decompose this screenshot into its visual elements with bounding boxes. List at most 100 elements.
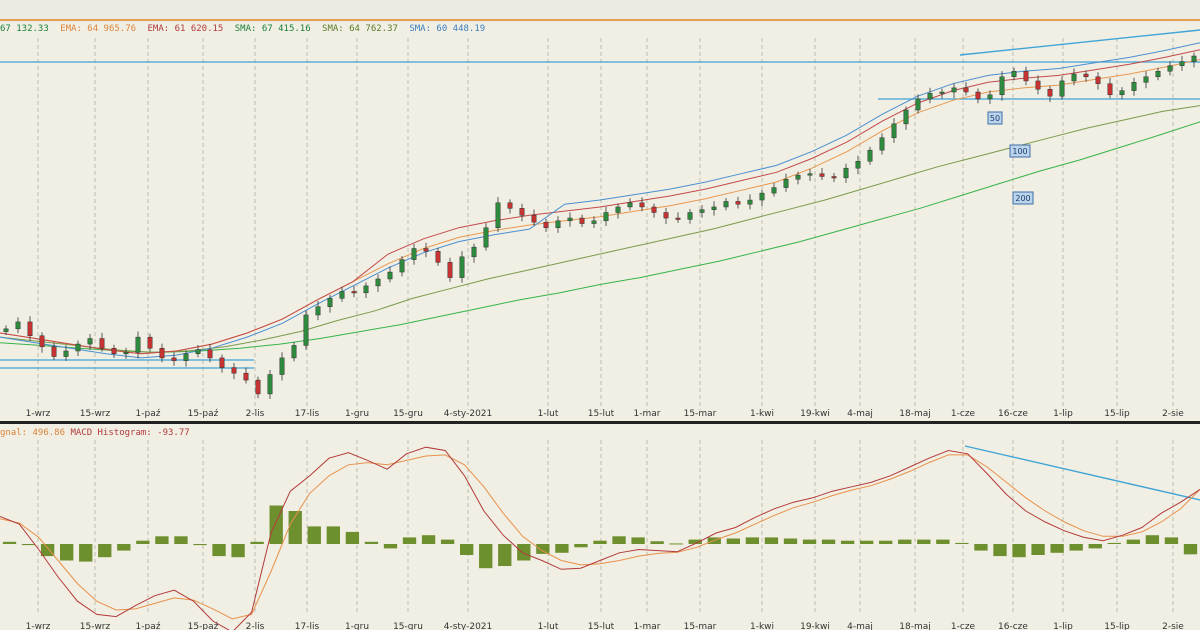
macd-histogram-bar [231,544,245,558]
x-tick-label: 15-paź [188,409,219,419]
macd-histogram-bar [860,540,874,544]
macd-histogram-bar [936,539,950,544]
up-candle [915,98,921,111]
macd-pane [0,446,1200,630]
macd-histogram-bar [574,544,588,548]
down-candle [519,208,525,216]
legend-item: SMA: 64 762.37 [322,24,398,34]
down-candle [423,248,429,252]
up-candle [15,321,21,330]
ma-period-labels: 50 100 200 [987,111,1034,205]
up-candle [3,328,9,332]
down-candle [975,91,981,100]
up-candle [843,167,849,179]
down-candle [171,357,177,361]
ma-label-box [1009,144,1031,158]
macd-histogram-bar [40,544,55,557]
x-tick-label: 1-lip [1053,409,1073,419]
ma-period-label: 50 [987,111,1003,125]
up-candle [1155,70,1161,78]
x-tick-label: 15-wrz [80,409,111,419]
x-tick-label: 17-lis [295,622,320,630]
down-candle [579,217,585,224]
x-tick-label: 19-kwi [800,409,830,419]
down-candle [507,202,513,209]
macd-histogram-bar [764,537,779,544]
macd-histogram-bar [345,531,360,544]
pane-divider[interactable] [0,421,1200,424]
down-candle [219,357,225,368]
ma-label-box [987,111,1003,125]
up-candle [999,76,1005,96]
up-candle [459,256,465,278]
macd-histogram-bar [879,540,893,544]
x-tick-label: 15-wrz [80,622,111,630]
x-tick-label: 15-lut [588,622,615,630]
x-tick-label: 16-cze [998,622,1028,630]
down-candle [963,87,969,93]
up-candle [711,206,717,210]
x-tick-label: 1-kwi [750,622,774,630]
up-candle [951,87,957,93]
macd-histogram-bar [993,544,1007,557]
macd-histogram-bar [555,544,569,553]
macd-histogram-bar [2,541,17,544]
trend-lines [959,29,1200,501]
up-candle [1071,73,1077,82]
up-candle [75,343,81,352]
up-candle [699,209,705,213]
down-candle [147,336,153,349]
macd-histogram-bar [631,537,645,544]
down-candle [1083,73,1089,78]
down-candle [735,201,741,205]
macd-histogram-bar [593,540,607,544]
macd-histogram-bar [536,544,550,554]
down-candle [351,291,357,294]
macd-histogram-bar [1107,542,1121,544]
up-candle [1191,55,1197,62]
x-tick-label: 4-maj [847,409,873,419]
up-candle [1167,65,1173,72]
legend-item: SMA: 60 448.19 [409,24,486,34]
grid-lines [37,38,1174,615]
ma-label-box [1012,191,1034,205]
x-tick-label: 4-sty-2021 [444,409,493,419]
up-candle [555,220,561,228]
up-candle [63,350,69,357]
up-candle [771,187,777,194]
macd-histogram-bar [136,540,150,544]
chart-toolbar [0,0,1200,22]
support-resistance-lines [0,61,1200,369]
macd-histogram-bar [955,542,969,544]
x-tick-label: 4-sty-2021 [444,622,493,630]
macd-histogram-bar [612,536,626,544]
x-tick-label: 1-mar [634,622,661,630]
x-tick-label: 15-paź [188,622,219,630]
macd-histogram-bar [1012,544,1026,558]
x-tick-label: 15-mar [684,622,717,630]
up-candle [867,149,873,162]
down-candle [207,349,213,359]
sma-line [0,105,1200,353]
down-candle [111,347,117,355]
up-candle [795,174,801,180]
macd-x-axis: 1-wrz 15-wrz 1-paź 15-paź 2-lis 17-lis 1-gru 15… [26,622,1185,630]
macd-histogram-bar [1088,544,1102,549]
macd-histogram-bar [98,544,112,558]
macd-histogram-bar [1145,535,1160,544]
up-candle [903,109,909,125]
up-candle [327,298,333,307]
macd-histogram-bar [1126,539,1140,544]
x-tick-label: 15-gru [393,622,423,630]
macd-histogram-bar [669,543,683,545]
up-candle [927,93,933,100]
down-candle [1095,76,1101,84]
up-candle [87,338,93,345]
down-candle [543,221,549,228]
macd-histogram-bar [288,511,302,544]
up-candle [783,179,789,188]
trend-line [959,29,1200,56]
down-candle [243,372,249,381]
up-candle [495,202,501,228]
